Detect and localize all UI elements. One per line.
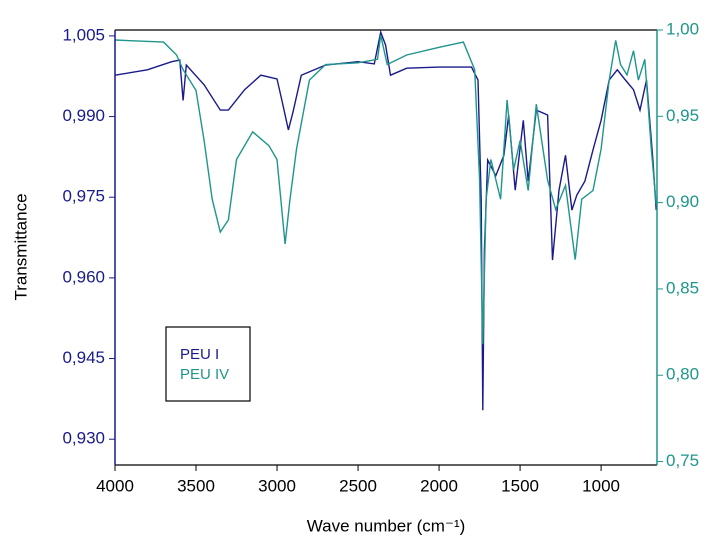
y-tick-label: 0,990: [62, 106, 105, 125]
x-tick-label: 3000: [258, 476, 296, 495]
x-tick-label: 1500: [501, 476, 539, 495]
line-series: [114, 35, 657, 345]
x-tick-label: 2500: [339, 476, 377, 495]
y-tick-label: 1,005: [62, 25, 105, 44]
y-tick-label: 0,960: [62, 267, 105, 286]
y2-tick-label: 1,00: [666, 19, 699, 38]
x-tick-label: 4000: [96, 476, 134, 495]
y2-tick-label: 0,95: [666, 106, 699, 125]
legend-label: PEU IV: [180, 366, 229, 383]
legend-label: PEU I: [180, 346, 219, 363]
x-tick-label: 3500: [177, 476, 215, 495]
y2-tick-label: 0,75: [666, 451, 699, 470]
y2-tick-label: 0,85: [666, 278, 699, 297]
y-tick-label: 0,930: [62, 429, 105, 448]
y2-tick-label: 0,80: [666, 365, 699, 384]
x-tick-label: 2000: [420, 476, 458, 495]
y-axis-label: Transmittance: [11, 193, 30, 300]
y2-tick-label: 0,90: [666, 192, 699, 211]
legend-box: [165, 326, 251, 402]
x-tick-label: 1000: [582, 476, 620, 495]
y-tick-label: 0,975: [62, 187, 105, 206]
y-tick-label: 0,945: [62, 348, 105, 367]
x-axis-label: Wave number (cm⁻¹): [307, 516, 466, 535]
